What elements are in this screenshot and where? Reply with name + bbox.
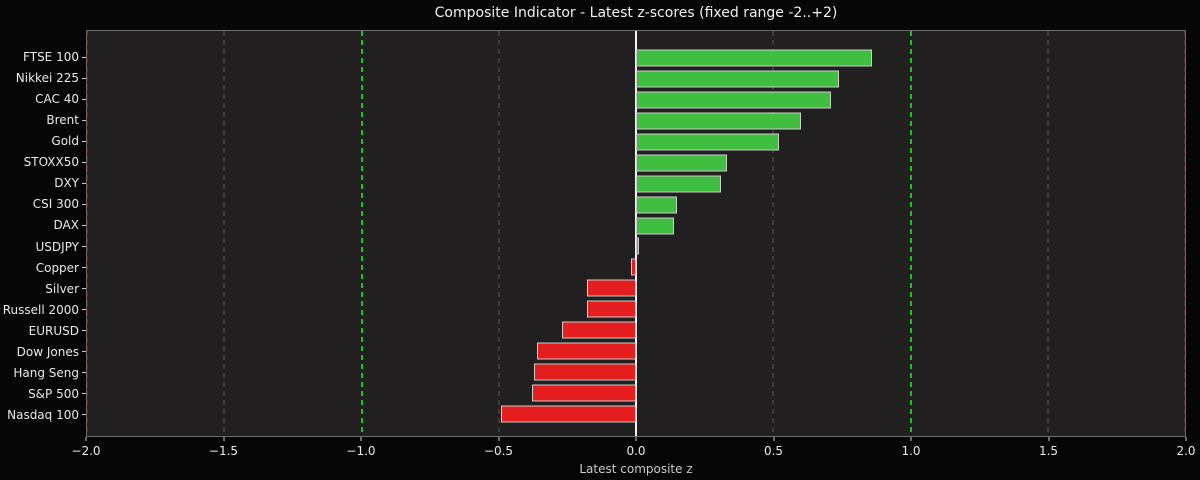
y-tick-label: Russell 2000 [2, 302, 79, 317]
bar-dxy [636, 175, 722, 193]
y-tick-label: Brent [46, 113, 79, 128]
y-tick-mark [82, 392, 86, 394]
bars-layer [87, 31, 1185, 436]
x-tick-mark [635, 437, 637, 441]
x-tick-mark [773, 437, 774, 441]
bar-copper [630, 258, 636, 276]
x-tick-mark [1185, 437, 1187, 441]
lower-limit-line [86, 31, 88, 436]
bar-hang-seng [534, 363, 636, 381]
upper-limit-line [1184, 31, 1186, 436]
y-tick-mark [82, 287, 86, 289]
chart-title: Composite Indicator - Latest z-scores (f… [434, 5, 838, 21]
y-tick-mark [82, 266, 86, 268]
bar-brent [636, 112, 801, 130]
y-tick-label: Gold [51, 134, 79, 149]
x-tick-label: 1.0 [901, 444, 921, 458]
x-tick-mark [360, 437, 362, 441]
x-axis-label: Latest composite z [579, 462, 693, 476]
y-tick-mark [82, 308, 86, 310]
bar-dow-jones [537, 342, 636, 360]
y-tick-label: CAC 40 [35, 92, 79, 107]
bar-csi-300 [636, 196, 678, 214]
x-axis-ticks: −2.0 −1.5 −1.0 −0.5 0.0 0.5 1.0 1.5 2.0 [71, 437, 1196, 461]
bar-gold [636, 133, 779, 151]
bar-silver [586, 279, 636, 297]
bar-s-p-500 [531, 384, 636, 402]
y-tick-label: Nikkei 225 [15, 71, 79, 86]
x-tick-label: −2.0 [71, 444, 101, 458]
plot-area [82, 30, 1186, 437]
grid-line [223, 31, 225, 436]
x-tick-mark [1048, 437, 1049, 441]
y-tick-mark [82, 57, 86, 59]
y-tick-mark [82, 141, 86, 143]
bar-stoxx50 [636, 154, 727, 172]
y-tick-mark [82, 371, 86, 373]
bar-dax [636, 217, 675, 235]
y-tick-mark [82, 245, 86, 247]
bar-nasdaq-100 [501, 405, 636, 423]
y-tick-label: DAX [53, 218, 79, 233]
y-tick-mark [82, 162, 86, 164]
x-tick-label: 1.5 [1038, 444, 1059, 458]
grid-line [772, 31, 774, 436]
y-tick-mark [82, 225, 86, 227]
x-tick-mark [910, 437, 912, 441]
upper-band-line [909, 31, 912, 436]
x-tick-label: 0.0 [626, 444, 646, 458]
y-tick-label: Hang Seng [13, 365, 79, 380]
y-tick-label: Silver [45, 281, 79, 296]
grid-line [498, 31, 500, 436]
y-axis-labels: FTSE 100 Nikkei 225 CAC 40 Brent Gold STOXX50… [0, 30, 79, 437]
y-tick-label: Nasdaq 100 [7, 408, 79, 423]
x-tick-label: −1.0 [346, 444, 376, 458]
bar-russell-2000 [586, 300, 636, 318]
y-tick-mark [82, 204, 86, 206]
y-tick-mark [82, 350, 86, 352]
x-tick-label: 0.5 [763, 444, 784, 458]
y-tick-label: EURUSD [28, 323, 79, 338]
y-tick-label: FTSE 100 [23, 49, 79, 64]
y-tick-label: CSI 300 [32, 197, 79, 212]
x-tick-label: −0.5 [483, 444, 514, 458]
y-tick-mark [82, 78, 86, 80]
y-tick-label: STOXX50 [23, 155, 79, 170]
x-tick-mark [223, 437, 224, 441]
y-tick-label: Dow Jones [16, 344, 79, 359]
bar-ftse-100 [636, 49, 873, 67]
y-tick-label: DXY [54, 176, 79, 191]
y-tick-label: S&P 500 [28, 386, 79, 401]
x-tick-label: 2.0 [1176, 444, 1196, 458]
y-tick-label: Copper [35, 260, 79, 275]
y-tick-mark [82, 99, 86, 101]
x-tick-mark [85, 437, 87, 441]
lower-band-line [360, 31, 363, 436]
bar-cac-40 [636, 91, 831, 109]
y-tick-mark [82, 329, 86, 331]
bar-nikkei-225 [636, 70, 840, 88]
bar-usdjpy [636, 237, 639, 255]
x-tick-mark [498, 437, 499, 441]
x-tick-label: −1.5 [208, 444, 239, 458]
y-tick-mark [82, 120, 86, 122]
y-tick-mark [82, 413, 86, 415]
bar-eurusd [561, 321, 636, 339]
y-tick-mark [82, 183, 86, 185]
grid-line [1047, 31, 1049, 436]
y-tick-label: USDJPY [35, 239, 79, 254]
